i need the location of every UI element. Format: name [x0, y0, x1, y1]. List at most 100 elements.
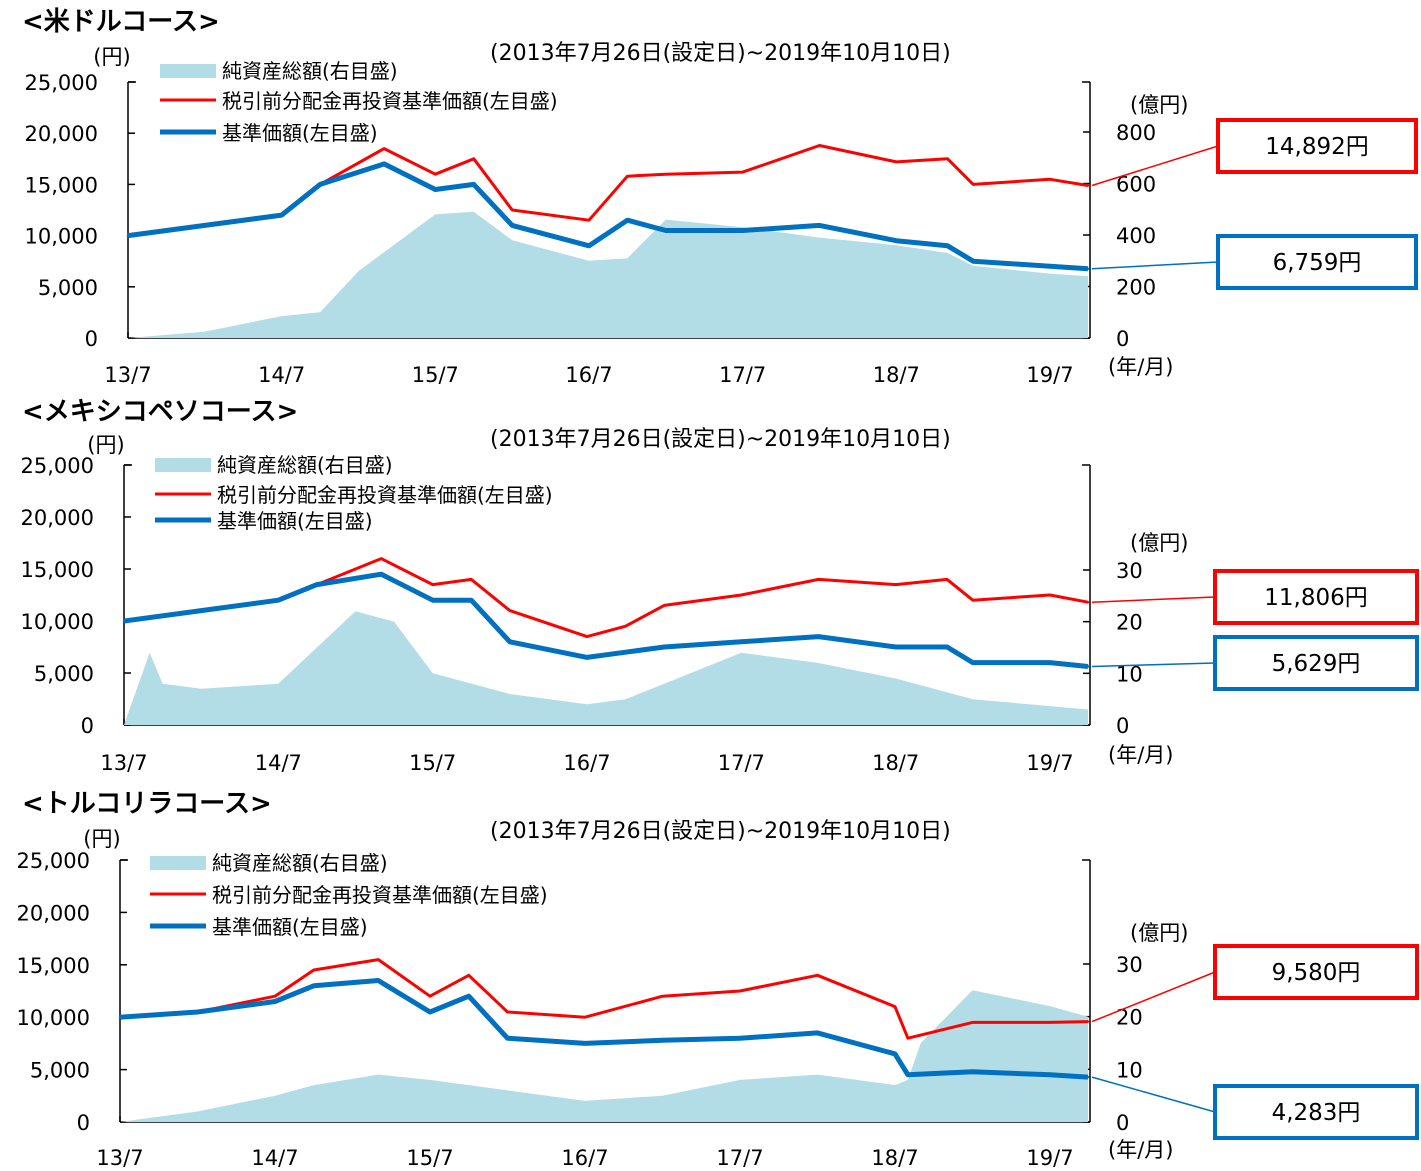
- callout-box: [1216, 118, 1418, 174]
- nav-point: [380, 573, 383, 576]
- nav-point: [972, 260, 975, 263]
- x-axis-unit: (年/月): [1108, 743, 1173, 767]
- legend-swatch-area: [155, 458, 211, 472]
- left-tick-label: 20,000: [21, 506, 94, 530]
- reinvested-nav-point: [434, 173, 437, 176]
- nav-point: [585, 656, 589, 659]
- callout-value: 11,806円: [1264, 585, 1367, 611]
- nav-point: [428, 1010, 432, 1014]
- nav-point: [895, 239, 898, 242]
- net-assets-area: [120, 990, 1088, 1122]
- reinvested-nav-point: [738, 989, 742, 993]
- nav-point: [741, 229, 744, 232]
- left-tick-label: 0: [81, 714, 94, 738]
- nav-point: [818, 224, 821, 227]
- reinvested-nav-point: [587, 219, 591, 222]
- nav-point: [315, 583, 319, 586]
- right-tick-label: 0: [1116, 327, 1129, 351]
- chart-title: <メキシコペソコース>: [22, 397, 298, 427]
- x-tick-label: 14/7: [251, 1146, 298, 1170]
- nav-point: [626, 219, 629, 222]
- callout-box: [1213, 569, 1419, 625]
- reinvested-nav-point: [431, 583, 434, 586]
- chart-title: <トルコリラコース>: [22, 789, 272, 819]
- nav-point: [740, 640, 743, 643]
- nav-point: [506, 1037, 509, 1040]
- nav-point: [203, 224, 206, 227]
- nav-point: [273, 1000, 277, 1003]
- reinvested-nav-point: [894, 583, 897, 586]
- nav-point: [583, 1042, 587, 1045]
- left-tick-label: 10,000: [21, 610, 94, 634]
- nav-point: [587, 244, 591, 247]
- reinvested-nav-point: [1086, 601, 1090, 604]
- left-tick-label: 15,000: [25, 173, 98, 197]
- reinvested-nav-point: [511, 208, 514, 212]
- reinvested-nav-point: [472, 157, 475, 160]
- nav-point: [434, 188, 437, 191]
- right-tick-label: 20: [1116, 611, 1143, 635]
- reinvested-nav-point: [585, 635, 589, 638]
- legend-label: 基準価額(左目盛): [217, 509, 373, 533]
- nav-point: [893, 1052, 897, 1056]
- nav-point: [971, 1070, 974, 1073]
- x-tick-label: 15/7: [406, 1146, 453, 1170]
- x-tick-label: 18/7: [873, 363, 920, 387]
- left-tick-label: 20,000: [25, 122, 98, 146]
- reinvested-nav-point: [506, 1010, 509, 1014]
- callout-value: 5,629円: [1272, 651, 1361, 677]
- x-tick-label: 18/7: [871, 1146, 918, 1170]
- reinvested-nav-point: [273, 995, 277, 998]
- legend-label: 税引前分配金再投資基準価額(左目盛): [222, 89, 558, 113]
- right-tick-label: 0: [1116, 714, 1129, 738]
- callout-leader-line: [1091, 971, 1216, 1023]
- nav-point: [624, 651, 627, 654]
- x-axis-unit: (年/月): [1108, 1138, 1173, 1162]
- nav-point: [431, 599, 434, 602]
- legend-label: 税引前分配金再投資基準価額(左目盛): [212, 883, 548, 907]
- reinvested-nav-point: [312, 968, 315, 972]
- x-tick-label: 13/7: [100, 751, 147, 775]
- x-tick-label: 19/7: [1026, 1146, 1073, 1170]
- reinvested-nav-point: [946, 157, 949, 160]
- callout-leader-line: [1091, 145, 1219, 187]
- left-tick-label: 25,000: [17, 849, 90, 873]
- reinvested-nav-line: [123, 557, 1089, 639]
- callout-leader-line: [1091, 261, 1219, 270]
- left-axis-unit: (円): [93, 45, 130, 69]
- reinvested-nav-point: [1048, 1021, 1052, 1024]
- nav-point: [122, 619, 126, 623]
- reinvested-nav-point: [583, 1016, 587, 1019]
- nav-point: [126, 234, 130, 237]
- callout-box: [1213, 944, 1419, 1000]
- reinvested-nav-point: [818, 144, 821, 147]
- right-tick-label: 200: [1116, 276, 1156, 300]
- net-assets-area: [124, 611, 1088, 725]
- nav-point: [470, 599, 473, 602]
- x-tick-label: 16/7: [563, 751, 610, 775]
- legend-label: 純資産総額(右目盛): [222, 59, 398, 83]
- reinvested-nav-point: [972, 183, 975, 186]
- nav-point: [472, 183, 475, 186]
- nav-point: [945, 645, 949, 649]
- nav-point: [906, 1073, 910, 1077]
- x-tick-label: 14/7: [255, 751, 302, 775]
- reinvested-nav-point: [663, 604, 666, 607]
- nav-point: [738, 1037, 742, 1040]
- nav-point: [318, 183, 322, 186]
- reinvested-nav-point: [945, 578, 949, 581]
- x-tick-label: 17/7: [719, 363, 766, 387]
- period-label: (2013年7月26日(設定日)~2019年10月10日): [490, 819, 951, 844]
- nav-point: [1086, 665, 1090, 668]
- reinvested-nav-point: [624, 625, 627, 628]
- reinvested-nav-point: [508, 609, 511, 612]
- right-tick-label: 800: [1116, 121, 1156, 145]
- reinvested-nav-point: [377, 958, 380, 961]
- left-tick-label: 25,000: [21, 454, 94, 478]
- nav-point: [971, 661, 974, 664]
- net-assets-area: [128, 211, 1088, 338]
- left-tick-label: 0: [85, 327, 98, 351]
- right-tick-label: 30: [1116, 953, 1143, 977]
- nav-point: [118, 1016, 122, 1019]
- right-axis-unit: (億円): [1130, 531, 1188, 555]
